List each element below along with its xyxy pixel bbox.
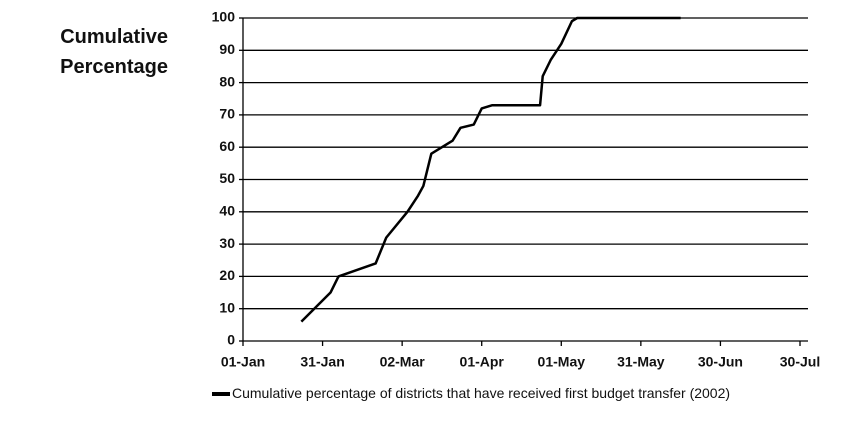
x-tick-label: 01-May [538,354,586,370]
y-tick-label: 10 [219,299,235,315]
y-tick-label: 60 [219,138,235,154]
y-tick-label: 30 [219,235,235,251]
x-tick-label: 01-Jan [221,354,265,370]
y-tick-label: 90 [219,41,235,57]
y-tick-label: 80 [219,73,235,89]
x-tick-label: 02-Mar [380,354,426,370]
y-tick-label: 50 [219,170,235,186]
x-tick-label: 31-May [617,354,665,370]
legend: Cumulative percentage of districts that … [212,384,812,402]
x-tick-label: 01-Apr [460,354,505,370]
data-line [300,16,681,323]
x-tick-label: 30-Jun [698,354,743,370]
legend-label: Cumulative percentage of districts that … [232,385,731,401]
y-tick-label: 40 [219,203,235,219]
y-tick-label: 20 [219,267,235,283]
legend-swatch [212,392,230,397]
y-tick-label: 0 [227,332,235,348]
x-tick-label: 31-Jan [300,354,344,370]
y-tick-label: 100 [212,9,236,25]
y-axis-label: Cumulative Percentage [60,26,168,78]
x-tick-label: 30-Jul [780,354,820,370]
y-tick-label: 70 [219,106,235,122]
plot: 0 10 20 30 40 50 60 70 80 90 100 01-Jan 31-Jan 02-Mar… [212,9,821,370]
